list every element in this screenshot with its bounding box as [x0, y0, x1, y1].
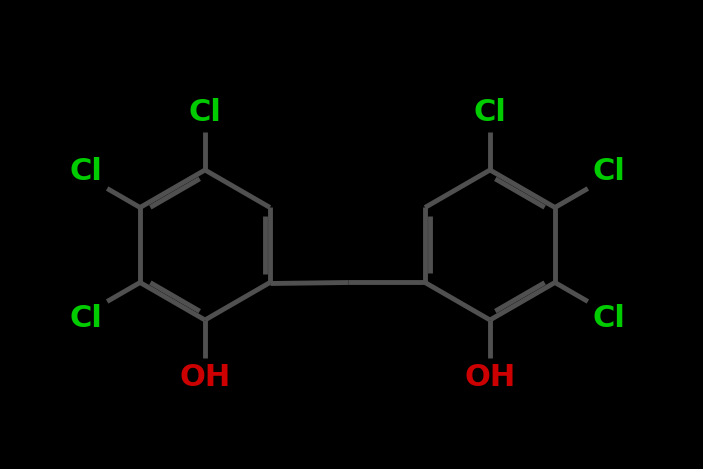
Text: Cl: Cl [70, 157, 103, 186]
Text: Cl: Cl [188, 98, 221, 127]
Text: Cl: Cl [70, 304, 103, 333]
Text: Cl: Cl [474, 98, 506, 127]
Text: OH: OH [179, 363, 231, 392]
Text: Cl: Cl [592, 157, 625, 186]
Text: OH: OH [465, 363, 515, 392]
Text: Cl: Cl [592, 304, 625, 333]
